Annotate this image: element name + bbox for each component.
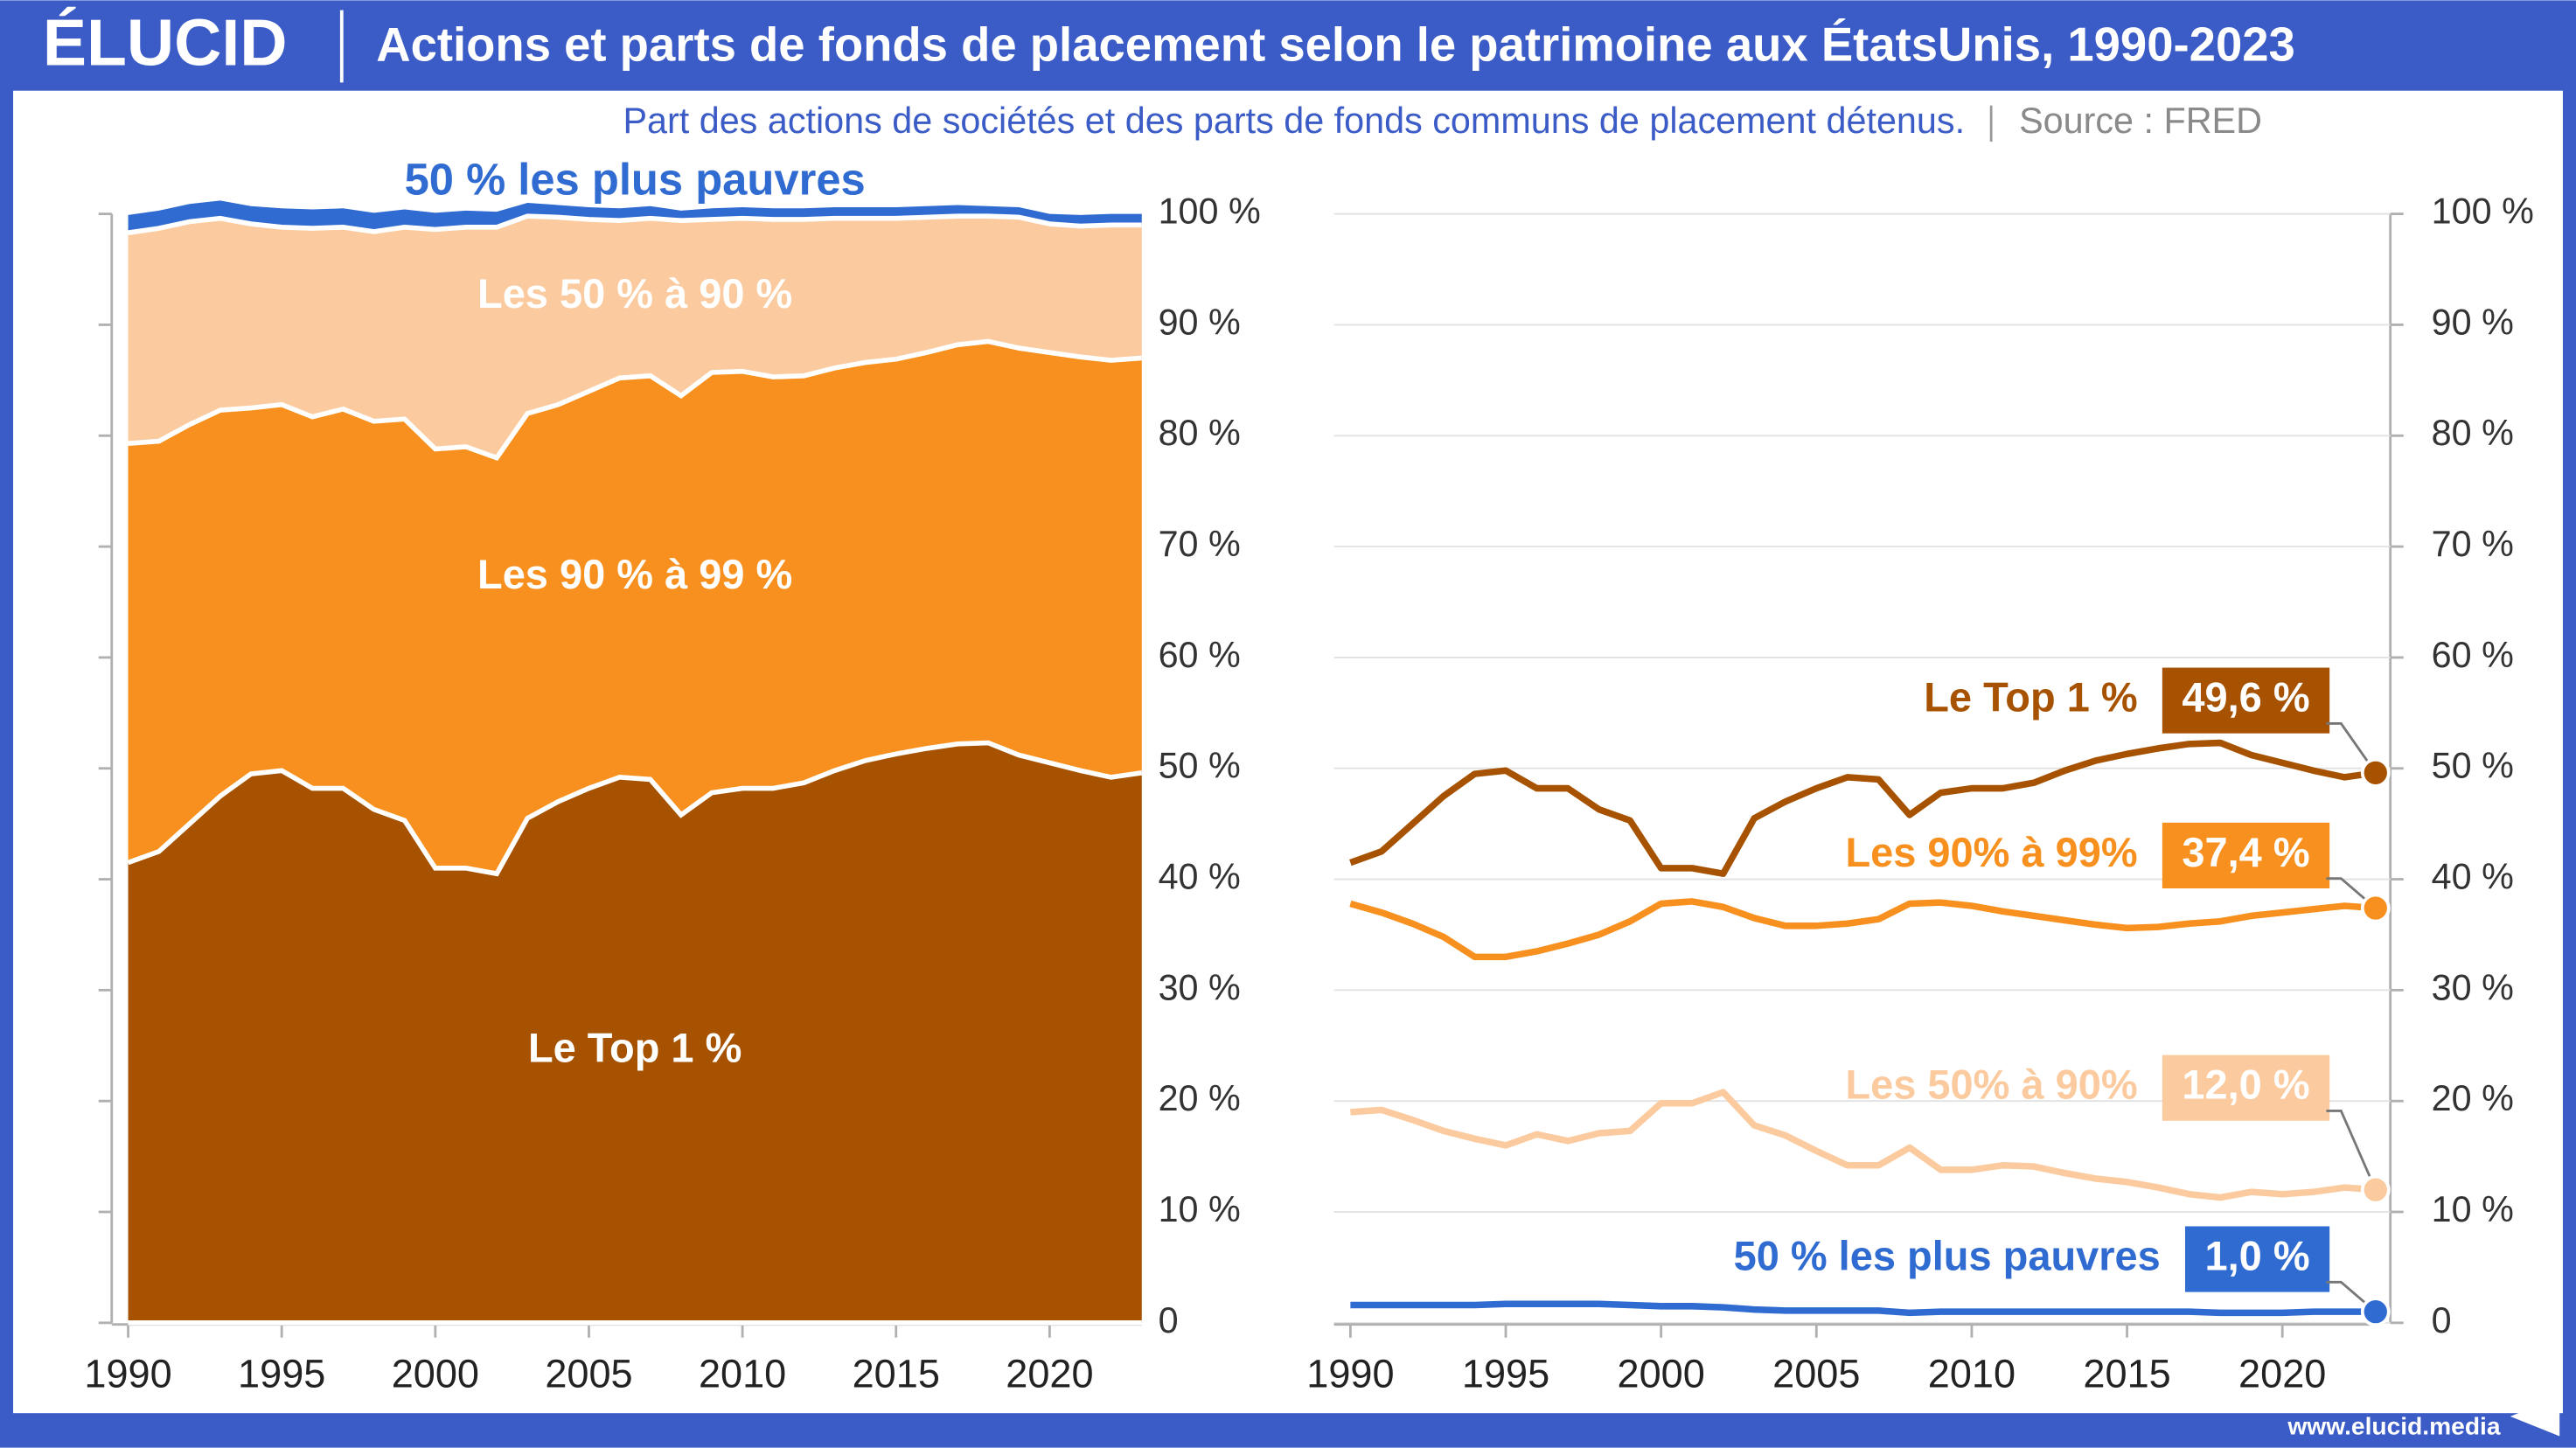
- end-label-box: [2162, 667, 2330, 734]
- y-tick-label: 100 %: [1159, 191, 1261, 232]
- area: [128, 216, 1142, 458]
- x-tick-label: 1995: [1462, 1352, 1549, 1396]
- x-tick-label: 2005: [545, 1352, 632, 1396]
- area: [128, 742, 1142, 1323]
- x-tick-label: 2020: [2238, 1352, 2326, 1396]
- area-separator: [128, 338, 1142, 462]
- end-label-connector: [2326, 1110, 2378, 1191]
- y-tick-label: 50 %: [1159, 746, 1241, 786]
- end-point: [2360, 757, 2391, 788]
- line: [1349, 898, 2377, 961]
- y-tick-label: 90 %: [1159, 302, 1241, 342]
- y-tick-label: 50 %: [2432, 746, 2514, 786]
- line: [1349, 739, 2377, 877]
- area-label: 50 % les plus pauvres: [405, 154, 866, 204]
- area-separator: [127, 740, 1143, 877]
- y-tick-label: 20 %: [1159, 1078, 1241, 1118]
- end-label-box: [2162, 1055, 2330, 1121]
- series-name: 50 % les plus pauvres: [1734, 1232, 2161, 1278]
- x-tick-label: 2010: [1928, 1352, 2016, 1396]
- footer-url: www.elucid.media: [2287, 1412, 2501, 1440]
- end-label: 37,4 %: [2182, 829, 2309, 875]
- footer-logo: [2510, 1396, 2560, 1437]
- brand: ÉLUCID: [43, 6, 288, 80]
- y-tick-label: 0: [2432, 1300, 2452, 1340]
- y-tick-label: 0: [1159, 1300, 1179, 1340]
- line: [1350, 1300, 2376, 1317]
- y-tick-label: 10 %: [1159, 1189, 1241, 1229]
- x-tick-label: 2000: [392, 1352, 479, 1396]
- end-label-box: [2162, 822, 2330, 888]
- x-tick-label: 1990: [1306, 1352, 1394, 1396]
- end-label: 49,6 %: [2182, 674, 2309, 721]
- y-tick-label: 70 %: [2432, 524, 2514, 564]
- end-label-connector: [2326, 877, 2377, 909]
- series-name: Les 90% à 99%: [1845, 829, 2137, 875]
- y-tick-label: 60 %: [2432, 635, 2514, 675]
- x-tick-label: 2020: [1006, 1352, 1093, 1396]
- y-tick-label: 40 %: [1159, 856, 1241, 896]
- end-label: 12,0 %: [2182, 1062, 2309, 1108]
- end-point: [2360, 1297, 2391, 1327]
- title: Actions et parts de fonds de placement s…: [376, 17, 2295, 71]
- y-tick-label: 100 %: [2432, 191, 2534, 232]
- y-tick-label: 80 %: [2432, 413, 2514, 453]
- y-tick-label: 90 %: [2432, 302, 2514, 342]
- subtitle: Part des actions de sociétés et des part…: [623, 101, 1965, 141]
- end-label: 1,0 %: [2205, 1232, 2310, 1278]
- y-tick-label: 30 %: [1159, 967, 1241, 1007]
- x-tick-label: 2015: [2083, 1352, 2170, 1396]
- y-tick-label: 40 %: [2432, 856, 2514, 896]
- area-label: Les 90 % à 99 %: [477, 551, 792, 597]
- area: [128, 341, 1142, 874]
- source: Source : FRED: [2019, 101, 2262, 141]
- y-tick-label: 80 %: [1159, 413, 1241, 453]
- x-tick-label: 1990: [84, 1352, 171, 1396]
- end-label-connector: [2326, 722, 2377, 774]
- y-tick-label: 10 %: [2432, 1189, 2514, 1229]
- line: [1350, 1089, 2377, 1201]
- end-point: [2360, 1174, 2391, 1205]
- y-tick-label: 70 %: [1159, 524, 1241, 564]
- x-tick-label: 2010: [699, 1352, 786, 1396]
- area-label: Le Top 1 %: [528, 1025, 741, 1071]
- area-label: Les 50 % à 90 %: [477, 270, 792, 317]
- end-label-box: [2184, 1226, 2330, 1292]
- y-tick-label: 30 %: [2432, 967, 2514, 1007]
- series-name: Les 50% à 90%: [1845, 1062, 2137, 1108]
- end-point: [2360, 893, 2391, 923]
- y-tick-label: 20 %: [2432, 1078, 2514, 1118]
- end-label-connector: [2326, 1280, 2377, 1313]
- area: [128, 200, 1142, 233]
- series-name: Le Top 1 %: [1924, 674, 2137, 721]
- x-tick-label: 1995: [238, 1352, 325, 1396]
- x-tick-label: 2005: [1772, 1352, 1860, 1396]
- x-tick-label: 2015: [853, 1352, 940, 1396]
- y-tick-label: 60 %: [1159, 635, 1241, 675]
- x-tick-label: 2000: [1618, 1352, 1705, 1396]
- area-separator: [128, 213, 1142, 235]
